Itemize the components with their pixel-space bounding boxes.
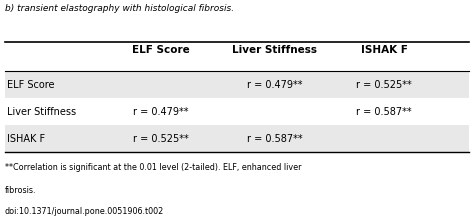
Text: ELF Score: ELF Score (132, 45, 190, 55)
Text: r = 0.525**: r = 0.525** (356, 79, 412, 89)
Text: doi:10.1371/journal.pone.0051906.t002: doi:10.1371/journal.pone.0051906.t002 (5, 206, 164, 216)
Text: Liver Stiffness: Liver Stiffness (7, 107, 76, 117)
Text: r = 0.587**: r = 0.587** (247, 134, 303, 144)
Text: r = 0.525**: r = 0.525** (133, 134, 189, 144)
Text: fibrosis.: fibrosis. (5, 186, 36, 195)
Text: b) transient elastography with histological fibrosis.: b) transient elastography with histologi… (5, 4, 234, 13)
Text: r = 0.479**: r = 0.479** (247, 79, 303, 89)
Text: r = 0.479**: r = 0.479** (133, 107, 189, 117)
Text: Liver Stiffness: Liver Stiffness (232, 45, 318, 55)
Text: r = 0.587**: r = 0.587** (356, 107, 412, 117)
Text: **Correlation is significant at the 0.01 level (2-tailed). ELF, enhanced liver: **Correlation is significant at the 0.01… (5, 163, 301, 172)
Text: ISHAK F: ISHAK F (7, 134, 45, 144)
Text: ISHAK F: ISHAK F (361, 45, 407, 55)
Text: ELF Score: ELF Score (7, 79, 55, 89)
